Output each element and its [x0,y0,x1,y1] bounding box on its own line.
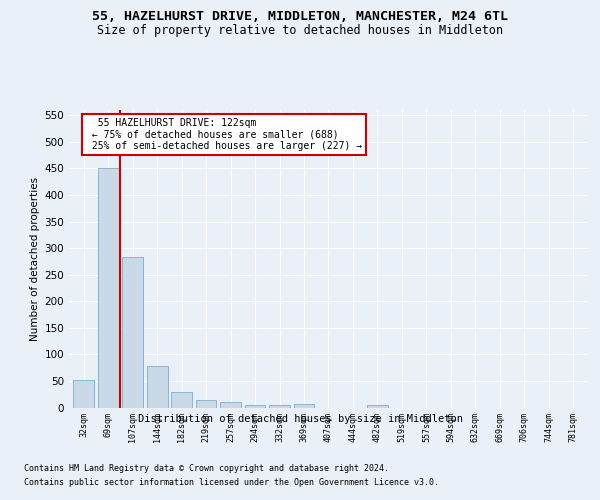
Text: Size of property relative to detached houses in Middleton: Size of property relative to detached ho… [97,24,503,37]
Bar [196,400,217,407]
Text: Contains HM Land Registry data © Crown copyright and database right 2024.: Contains HM Land Registry data © Crown c… [24,464,389,473]
Y-axis label: Number of detached properties: Number of detached properties [30,176,40,341]
Text: Contains public sector information licensed under the Open Government Licence v3: Contains public sector information licen… [24,478,439,487]
Bar [367,405,388,407]
Bar [269,405,290,407]
Bar [73,380,94,407]
Bar [220,402,241,407]
Text: 55 HAZELHURST DRIVE: 122sqm  
 ← 75% of detached houses are smaller (688)
 25% o: 55 HAZELHURST DRIVE: 122sqm ← 75% of det… [86,118,362,151]
Bar [245,405,265,407]
Bar [171,392,192,407]
Bar [293,404,314,407]
Text: Distribution of detached houses by size in Middleton: Distribution of detached houses by size … [137,414,463,424]
Bar [147,366,167,408]
Bar [98,168,119,408]
Text: 55, HAZELHURST DRIVE, MIDDLETON, MANCHESTER, M24 6TL: 55, HAZELHURST DRIVE, MIDDLETON, MANCHES… [92,10,508,23]
Bar [122,257,143,408]
